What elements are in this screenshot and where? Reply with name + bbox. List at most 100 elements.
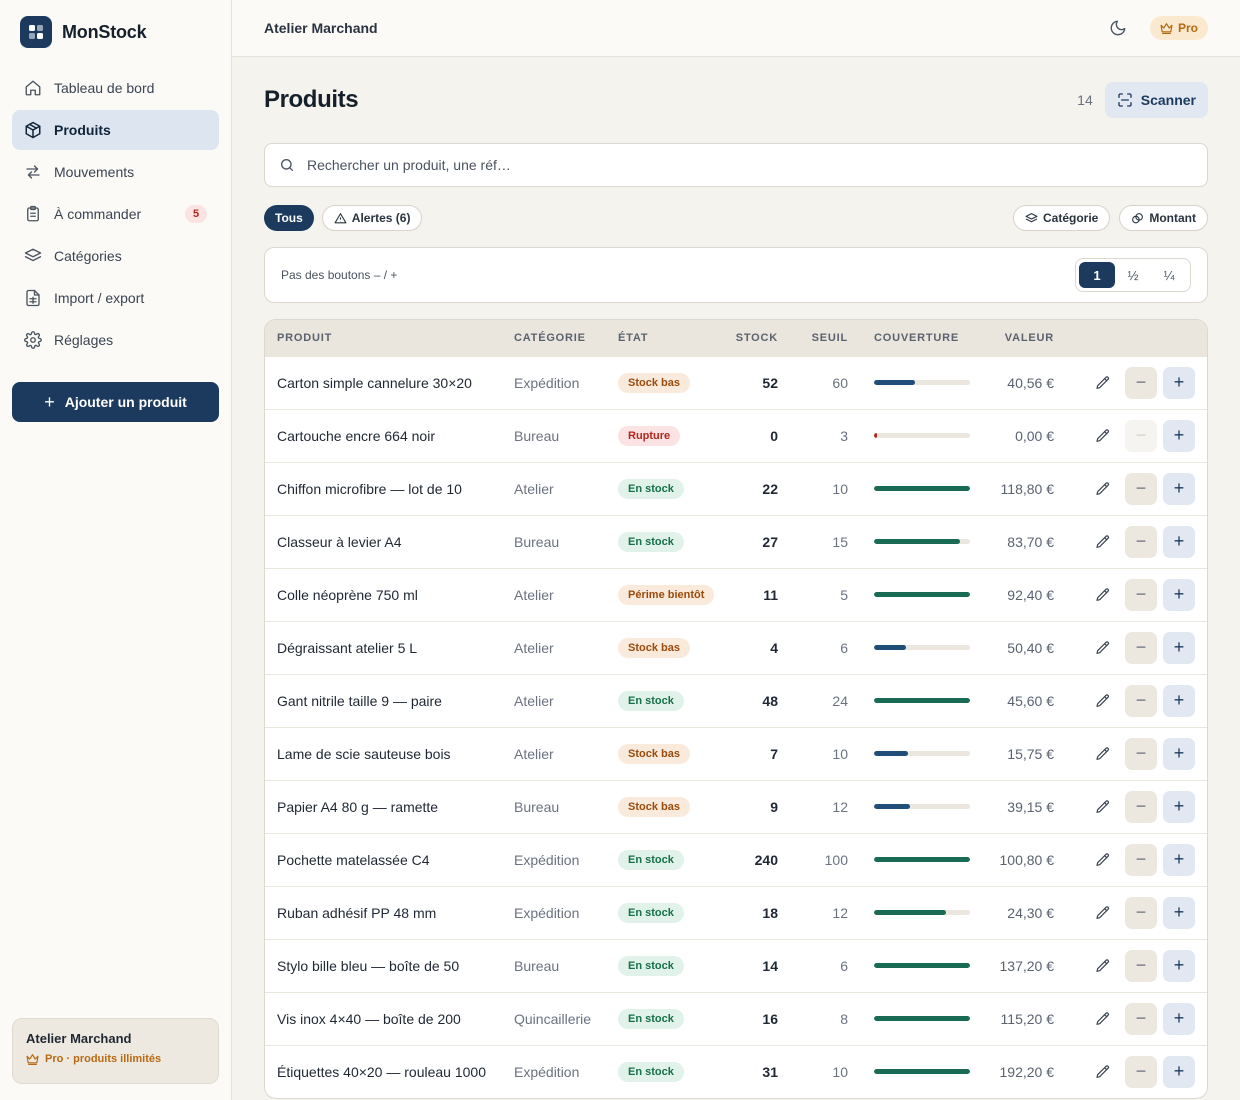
decrement-button[interactable]: − xyxy=(1125,419,1157,452)
pro-badge[interactable]: Pro xyxy=(1149,16,1208,40)
edit-button[interactable] xyxy=(1089,952,1117,980)
column-header-stock[interactable]: STOCK xyxy=(735,331,778,344)
edit-button[interactable] xyxy=(1089,1005,1117,1033)
increment-button[interactable]: + xyxy=(1163,419,1195,452)
state-cell: En stock xyxy=(618,674,734,727)
search-input[interactable] xyxy=(307,157,1007,173)
coverage-bar-fill xyxy=(874,857,970,862)
step-option-quarter[interactable]: ¼ xyxy=(1163,267,1175,283)
decrement-button[interactable]: − xyxy=(1125,472,1157,505)
decrement-button[interactable]: − xyxy=(1125,578,1157,611)
increment-button[interactable]: + xyxy=(1163,737,1195,770)
filter-all-chip[interactable]: Tous xyxy=(264,205,314,231)
increment-button[interactable]: + xyxy=(1163,1002,1195,1035)
decrement-button[interactable]: − xyxy=(1125,631,1157,664)
decrement-button[interactable]: − xyxy=(1125,525,1157,558)
increment-button[interactable]: + xyxy=(1163,896,1195,929)
sidebar-item-movements[interactable]: Mouvements xyxy=(12,152,219,192)
table-row[interactable]: Ruban adhésif PP 48 mm Expédition En stock… xyxy=(265,886,1207,939)
edit-button[interactable] xyxy=(1089,528,1117,556)
decrement-button[interactable]: − xyxy=(1125,366,1157,399)
filter-alerts-chip[interactable]: Alertes (6) xyxy=(321,205,423,231)
decrement-button[interactable]: − xyxy=(1125,896,1157,929)
increment-button[interactable]: + xyxy=(1163,472,1195,505)
organization-card[interactable]: Atelier Marchand Pro · produits illimité… xyxy=(12,1018,219,1084)
table-row[interactable]: Papier A4 80 g — ramette Bureau Stock bas 9… xyxy=(265,780,1207,833)
edit-button[interactable] xyxy=(1089,740,1117,768)
table-row[interactable]: Lame de scie sauteuse bois Atelier Stock b… xyxy=(265,727,1207,780)
product-category: Bureau xyxy=(514,427,560,444)
increment-button[interactable]: + xyxy=(1163,790,1195,823)
table-row[interactable]: Cartouche encre 664 noir Bureau Rupture 0 3 0… xyxy=(265,409,1207,462)
decrement-button[interactable]: − xyxy=(1125,949,1157,982)
status-badge: En stock xyxy=(618,1061,684,1082)
increment-button[interactable]: + xyxy=(1163,1055,1195,1088)
edit-button[interactable] xyxy=(1089,793,1117,821)
table-row[interactable]: Colle néoprène 750 ml Atelier Périme bient… xyxy=(265,568,1207,621)
increment-button[interactable]: + xyxy=(1163,578,1195,611)
status-badge: En stock xyxy=(618,955,684,976)
column-header-state[interactable]: ÉTAT xyxy=(618,331,649,344)
table-row[interactable]: Chiffon microfibre — lot de 10 Atelier En … xyxy=(265,462,1207,515)
column-header-threshold[interactable]: SEUIL xyxy=(811,331,848,344)
sidebar-item-import-export[interactable]: Import / export xyxy=(12,278,219,318)
table-row[interactable]: Stylo bille bleu — boîte de 50 Bureau En s… xyxy=(265,939,1207,992)
edit-button[interactable] xyxy=(1089,1058,1117,1086)
table-row[interactable]: Étiquettes 40×20 — rouleau 1000 Expéditio… xyxy=(265,1045,1207,1098)
decrement-button[interactable]: − xyxy=(1125,843,1157,876)
table-row[interactable]: Carton simple cannelure 30×20 Expédition S… xyxy=(265,356,1207,409)
increment-button[interactable]: + xyxy=(1163,631,1195,664)
edit-button[interactable] xyxy=(1089,369,1117,397)
coverage-cell xyxy=(862,356,972,409)
increment-button[interactable]: + xyxy=(1163,525,1195,558)
edit-button[interactable] xyxy=(1089,475,1117,503)
stock-value: 0 xyxy=(770,427,778,444)
add-product-button[interactable]: + Ajouter un produit xyxy=(12,382,219,422)
increment-button[interactable]: + xyxy=(1163,843,1195,876)
sidebar-item-categories[interactable]: Catégories xyxy=(12,236,219,276)
scan-button[interactable]: Scanner xyxy=(1104,82,1208,118)
decrement-button[interactable]: − xyxy=(1125,1055,1157,1088)
column-header-value[interactable]: VALEUR xyxy=(1004,331,1054,344)
table-row[interactable]: Dégraissant atelier 5 L Atelier Stock bas 4… xyxy=(265,621,1207,674)
stock-value-amount: 39,15 € xyxy=(1007,798,1054,815)
increment-button[interactable]: + xyxy=(1163,366,1195,399)
table-row[interactable]: Gant nitrile taille 9 — paire Atelier En s… xyxy=(265,674,1207,727)
column-header-coverage[interactable]: COUVERTURE xyxy=(874,331,960,344)
dark-mode-toggle[interactable] xyxy=(1104,14,1132,42)
table-row[interactable]: Pochette matelassée C4 Expédition En stock… xyxy=(265,833,1207,886)
coverage-bar-fill xyxy=(874,804,910,809)
edit-button[interactable] xyxy=(1089,687,1117,715)
column-header-product[interactable]: PRODUIT xyxy=(277,331,333,344)
threshold-value: 10 xyxy=(832,1063,848,1080)
increment-button[interactable]: + xyxy=(1163,949,1195,982)
search-bar xyxy=(264,143,1208,187)
edit-button[interactable] xyxy=(1089,634,1117,662)
brand[interactable]: MonStock xyxy=(0,0,231,64)
edit-button[interactable] xyxy=(1089,581,1117,609)
edit-button[interactable] xyxy=(1089,422,1117,450)
decrement-button[interactable]: − xyxy=(1125,790,1157,823)
sort-by-amount-chip[interactable]: Montant xyxy=(1119,205,1208,231)
decrement-button[interactable]: − xyxy=(1125,737,1157,770)
group-by-category-chip[interactable]: Catégorie xyxy=(1012,205,1111,231)
step-option-half[interactable]: ½ xyxy=(1127,267,1139,283)
table-row[interactable]: Vis inox 4×40 — boîte de 200 Quincailleri… xyxy=(265,992,1207,1045)
coverage-bar-fill xyxy=(874,1016,970,1021)
table-row[interactable]: Classeur à levier A4 Bureau En stock 27 15 83… xyxy=(265,515,1207,568)
sidebar-item-to-order[interactable]: À commander 5 xyxy=(12,194,219,234)
decrement-button[interactable]: − xyxy=(1125,1002,1157,1035)
decrement-button[interactable]: − xyxy=(1125,684,1157,717)
sidebar-item-dashboard[interactable]: Tableau de bord xyxy=(12,68,219,108)
step-option-1[interactable]: 1 xyxy=(1079,262,1115,288)
workspace-title: Atelier Marchand xyxy=(264,20,378,36)
stock-value-amount: 92,40 € xyxy=(1007,586,1054,603)
sidebar-item-settings[interactable]: Réglages xyxy=(12,320,219,360)
edit-button[interactable] xyxy=(1089,846,1117,874)
minus-icon: − xyxy=(1135,849,1147,869)
increment-button[interactable]: + xyxy=(1163,684,1195,717)
edit-button[interactable] xyxy=(1089,899,1117,927)
column-header-category[interactable]: CATÉGORIE xyxy=(514,331,586,344)
sidebar-item-products[interactable]: Produits xyxy=(12,110,219,150)
state-cell: Stock bas xyxy=(618,727,734,780)
